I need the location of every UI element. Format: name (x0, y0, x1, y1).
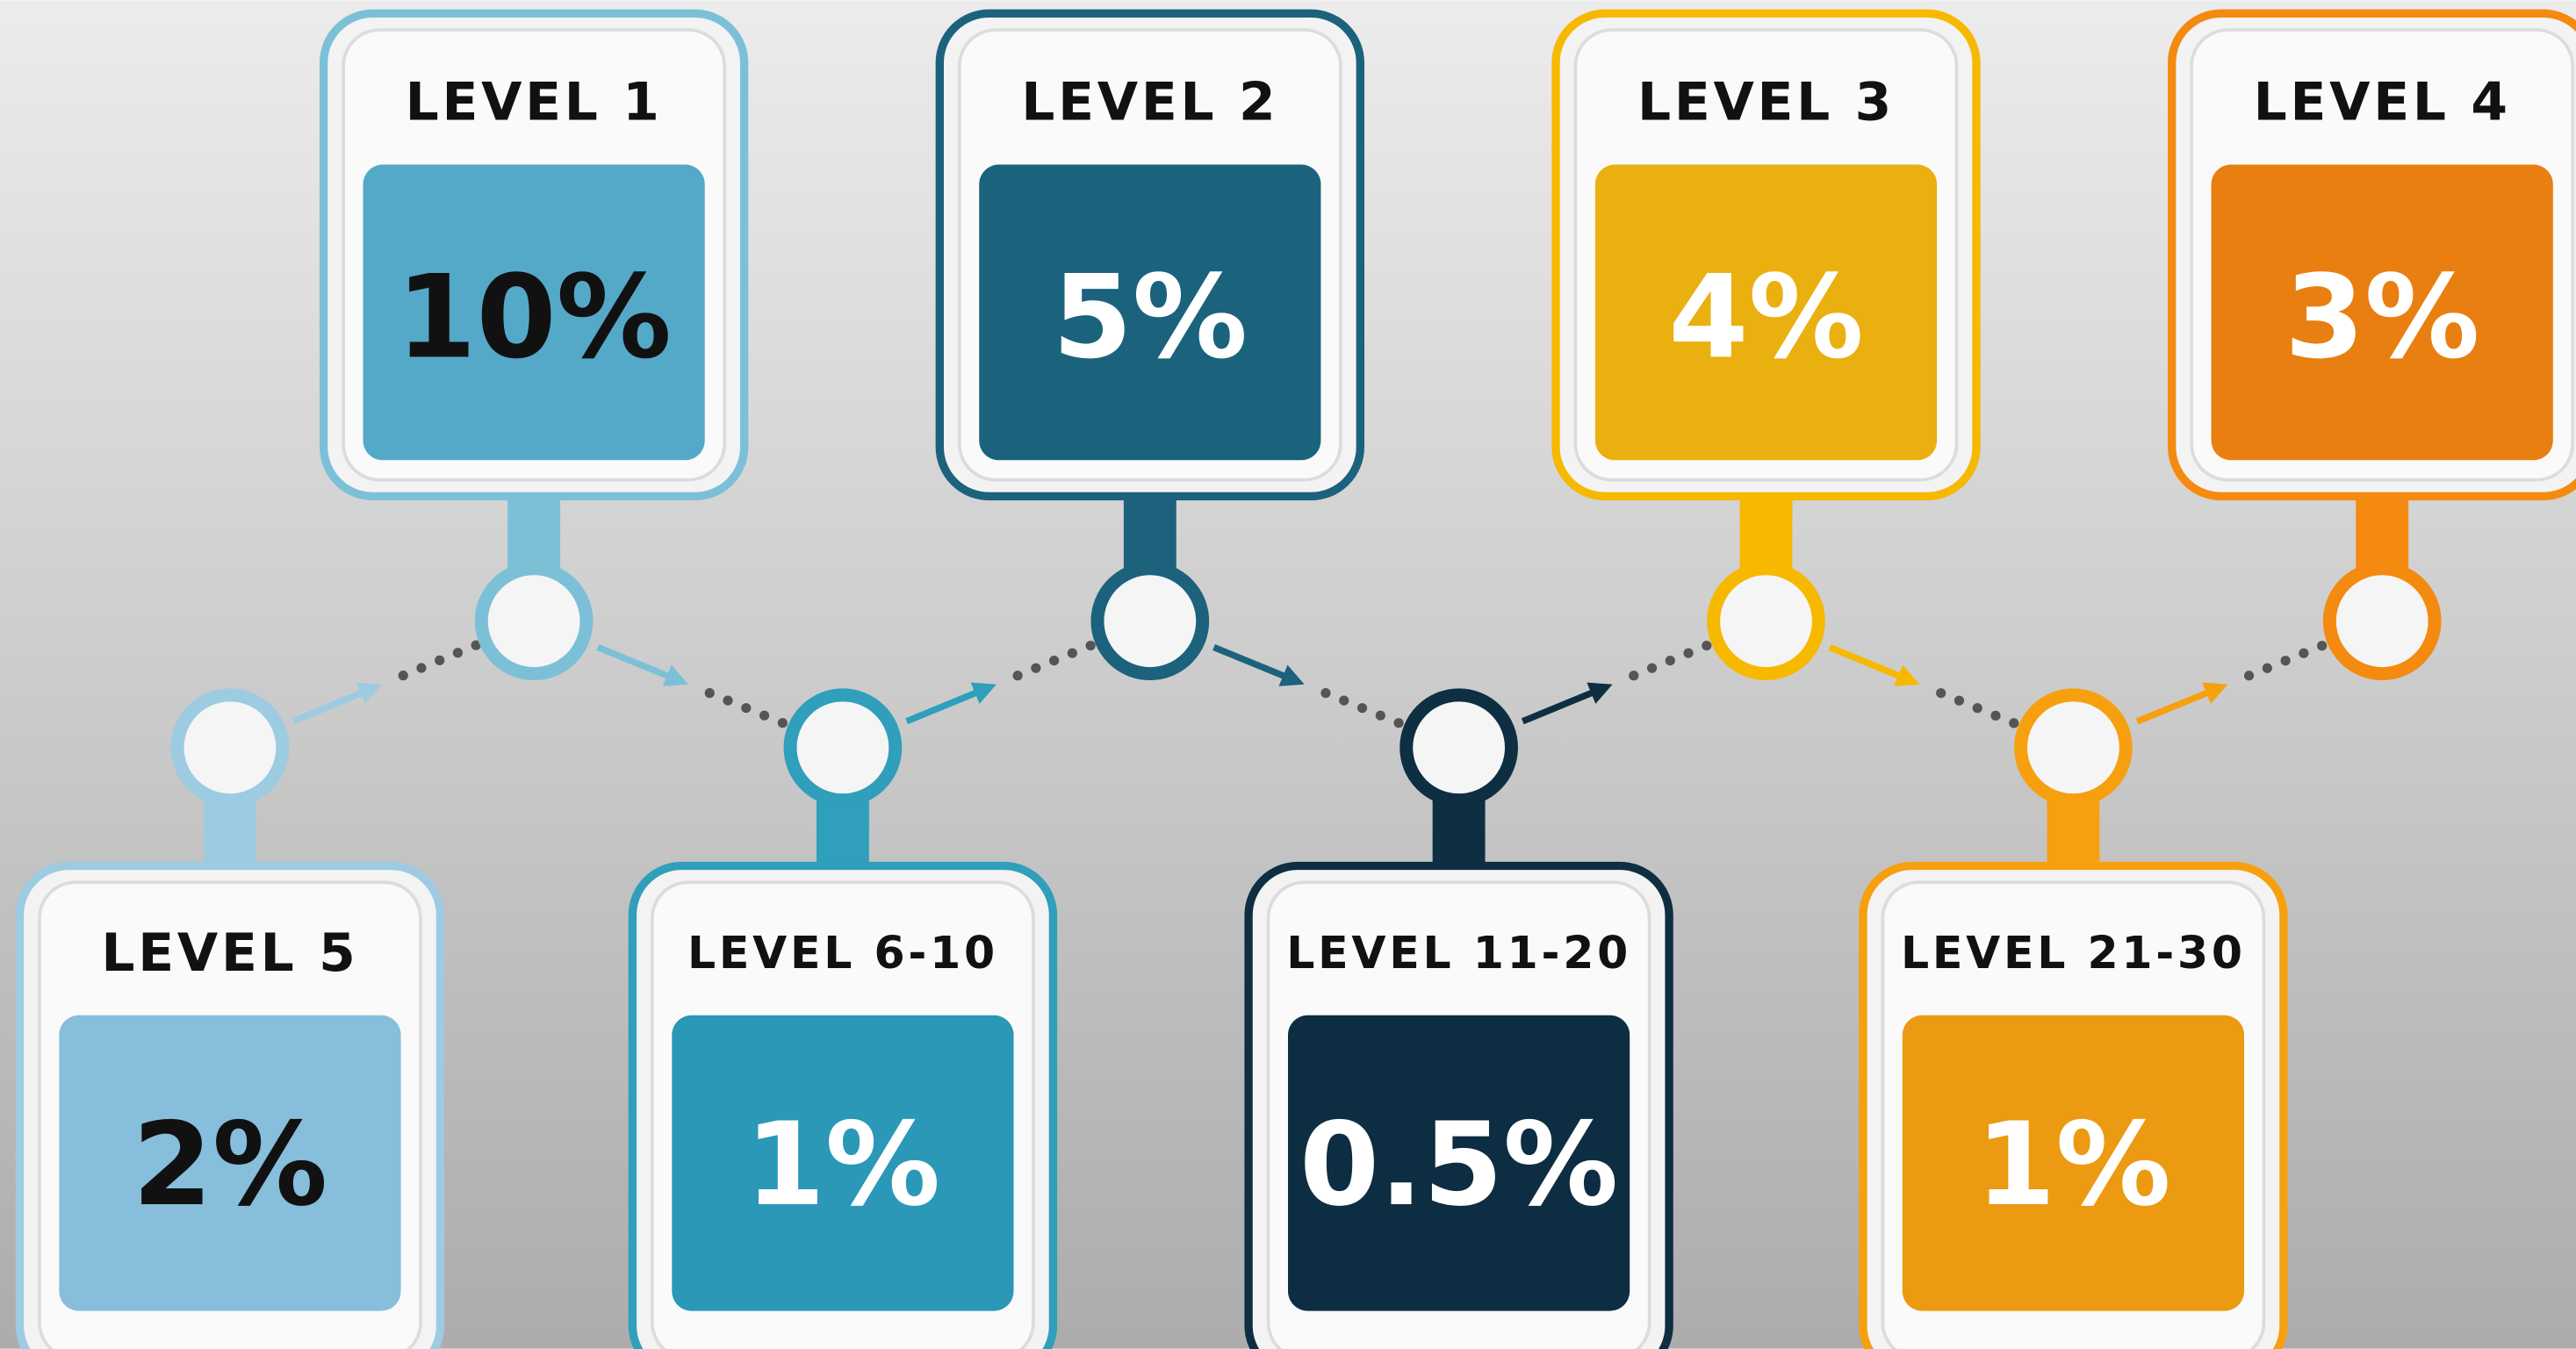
arrow-head (2202, 682, 2228, 704)
dot (759, 710, 770, 721)
dot (1393, 718, 1404, 728)
level-label: LEVEL 2 (1021, 72, 1278, 133)
arrow-head (356, 682, 383, 704)
level-value: 2% (133, 1097, 327, 1231)
dot (416, 663, 427, 673)
level-label: LEVEL 1 (406, 72, 663, 133)
value-box (2211, 164, 2553, 461)
dot (1375, 710, 1385, 721)
level-value: 3% (2285, 250, 2479, 384)
level-card: LEVEL 6-10 1% (628, 688, 1058, 1349)
dot (1629, 671, 1639, 681)
value-box (59, 1015, 401, 1311)
level-label: LEVEL 21-30 (1901, 927, 2246, 979)
dot (1646, 663, 1658, 673)
dot (1356, 703, 1368, 714)
dot (1665, 656, 1675, 666)
level-value: 1% (745, 1097, 940, 1231)
level-value: 4% (1668, 250, 1863, 384)
value-box (363, 164, 705, 461)
dot (398, 671, 408, 681)
dot (2243, 671, 2255, 681)
node (1400, 688, 1518, 807)
dot (1702, 640, 1712, 651)
dot (1683, 648, 1694, 658)
dot (704, 688, 715, 699)
dot (2262, 663, 2272, 673)
node (2014, 688, 2133, 807)
arrow-head (1278, 664, 1305, 686)
value-box (672, 1015, 1014, 1311)
level-card: LEVEL 21-30 1% (1859, 688, 2288, 1349)
arrow-line (905, 685, 986, 725)
value-box (979, 164, 1321, 461)
dot (1990, 710, 2001, 721)
level-card: LEVEL 1 10% (319, 9, 749, 681)
level-card: LEVEL 11-20 0.5% (1244, 688, 1673, 1349)
arrow-head (1587, 682, 1613, 704)
node (2322, 562, 2442, 681)
dot (2009, 718, 2019, 728)
level-card: LEVEL 5 2% (15, 688, 445, 1349)
arrow-line (1212, 644, 1294, 683)
dot (435, 655, 445, 666)
dot (1067, 648, 1077, 658)
level-value: 0.5% (1299, 1097, 1618, 1231)
level-label: LEVEL 11-20 (1286, 927, 1631, 979)
dot (471, 640, 481, 650)
node (1707, 562, 1825, 681)
node (783, 688, 903, 807)
path-links (292, 640, 2328, 728)
level-value: 5% (1053, 250, 1248, 384)
node (474, 562, 594, 681)
dot (741, 703, 752, 714)
arrow-head (662, 664, 689, 686)
level-label: LEVEL 4 (2254, 72, 2511, 133)
dot (2317, 641, 2328, 651)
dot (1972, 703, 1982, 714)
level-card: LEVEL 2 5% (935, 9, 1365, 681)
level-card: LEVEL 3 4% (1551, 9, 1981, 681)
dot (777, 718, 788, 728)
dot (2299, 648, 2309, 658)
dot (1954, 695, 1965, 706)
dot (1085, 640, 1096, 651)
node (1090, 562, 1210, 681)
level-card: LEVEL 4 3% (2168, 9, 2576, 681)
dot (1012, 671, 1023, 681)
dot (1936, 688, 1946, 699)
dot (1320, 688, 1331, 699)
arrow-head (1894, 664, 1920, 686)
arrow-line (1521, 685, 1602, 725)
cards: LEVEL 110%LEVEL 25%LEVEL 34%LEVEL 43%LEV… (15, 9, 2576, 1349)
arrow-line (596, 644, 678, 683)
node (170, 688, 290, 807)
dot (723, 695, 733, 706)
value-box (1288, 1015, 1630, 1311)
dot (1049, 656, 1060, 666)
value-box (1902, 1015, 2245, 1311)
level-label: LEVEL 3 (1637, 72, 1895, 133)
dot (452, 648, 464, 658)
dot (2280, 656, 2291, 666)
level-label: LEVEL 5 (101, 922, 358, 984)
arrow-head (970, 682, 997, 704)
arrow-line (1828, 644, 1910, 683)
value-box (1594, 164, 1938, 461)
arrow-line (2135, 685, 2217, 725)
dot (1339, 695, 1349, 706)
level-label: LEVEL 6-10 (687, 927, 998, 979)
level-value: 1% (1975, 1097, 2170, 1231)
level-value: 10% (396, 250, 671, 384)
dot (1031, 663, 1041, 673)
arrow-line (292, 686, 371, 725)
